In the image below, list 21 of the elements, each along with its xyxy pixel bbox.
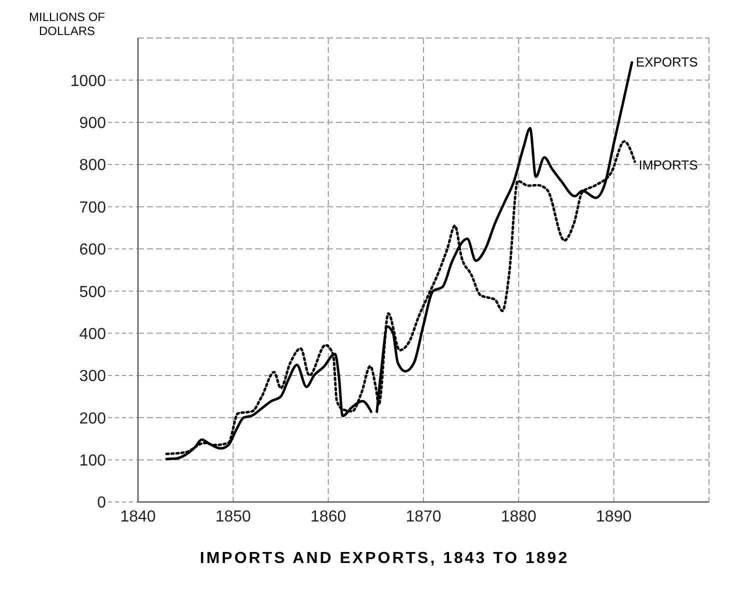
y-tick-label: 700 — [79, 199, 106, 216]
x-tick-label: 1860 — [310, 508, 346, 526]
y-tick-label: 600 — [79, 242, 106, 259]
x-tick-label: 1850 — [215, 508, 252, 526]
y-axis-title: MILLIONS OF DOLLARS — [28, 10, 106, 38]
x-tick-label: 1840 — [120, 508, 156, 526]
y-tick-label: 400 — [79, 326, 106, 343]
y-tick-label: 500 — [79, 284, 106, 301]
y-tick-label: 1000 — [70, 72, 106, 90]
x-tick-label: 1890 — [596, 508, 632, 526]
series-label: EXPORTS — [636, 54, 698, 70]
text: IMPORTS AND EXPORTS, 1843 TO 1892 — [198, 550, 570, 568]
series-label: IMPORTS — [638, 158, 698, 173]
x-tick-label: 1880 — [500, 508, 537, 526]
y-tick-label: 300 — [79, 368, 106, 386]
y-tick-label: 200 — [79, 410, 106, 428]
y-tick-label: 800 — [79, 157, 106, 174]
y-tick-label: 0 — [97, 494, 106, 512]
y-tick-label: 900 — [79, 115, 106, 132]
x-tick-label: 1870 — [406, 508, 442, 526]
y-tick-label: 100 — [79, 452, 106, 470]
